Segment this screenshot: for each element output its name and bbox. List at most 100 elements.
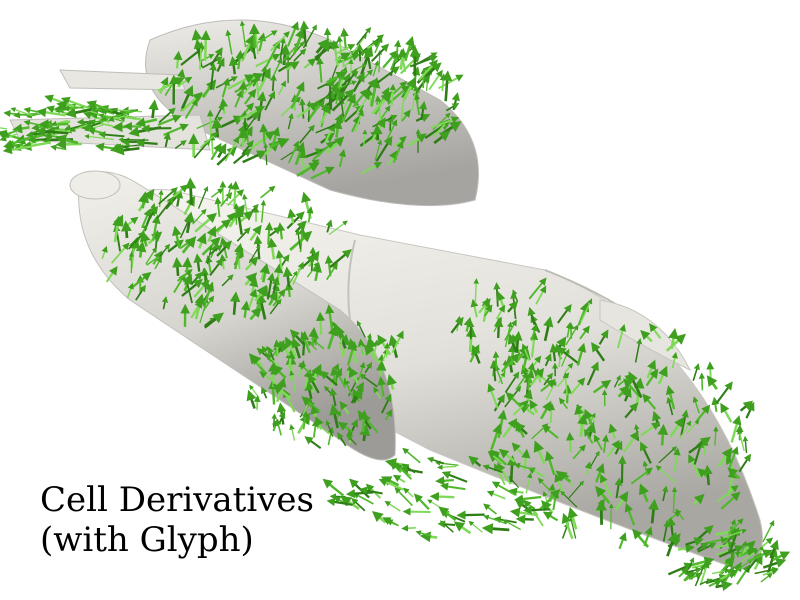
arrow-glyph [359, 373, 378, 388]
arrow-glyph [529, 399, 539, 414]
arrow-glyph [23, 106, 43, 114]
arrow-glyph [227, 74, 256, 90]
arrow-glyph [336, 44, 356, 55]
arrow-glyph [614, 477, 623, 499]
arrow-glyph [544, 353, 552, 367]
arrow-glyph [112, 107, 143, 113]
arrow-glyph [493, 282, 501, 307]
arrow-glyph [537, 477, 551, 492]
arrow-glyph [666, 396, 674, 416]
arrow-glyph [411, 85, 419, 111]
arrow-glyph [699, 578, 713, 586]
arrow-glyph [703, 464, 713, 486]
arrow-glyph [118, 137, 149, 142]
arrow-glyph [580, 298, 593, 323]
arrow-glyph [497, 371, 506, 384]
arrow-glyph [384, 500, 401, 512]
arrow-glyph [282, 266, 293, 288]
arrow-glyph [679, 420, 692, 439]
arrow-glyph [343, 377, 354, 398]
arrow-glyph [325, 262, 338, 281]
arrow-glyph [202, 295, 215, 312]
arrow-glyph [468, 455, 482, 467]
arrow-glyph [135, 117, 158, 128]
arrow-glyph [513, 462, 536, 471]
arrow-glyph [372, 60, 380, 77]
arrow-glyph [268, 290, 279, 306]
arrow-glyph [51, 119, 68, 126]
arrow-glyph [254, 284, 268, 302]
arrow-glyph [507, 333, 518, 352]
arrow-glyph [131, 271, 152, 288]
arrow-glyph [564, 362, 574, 373]
arrow-glyph [176, 269, 193, 282]
arrow-glyph [493, 317, 504, 338]
arrow-glyph [576, 342, 587, 366]
arrow-glyph [521, 349, 531, 371]
arrow-glyph [173, 50, 183, 69]
arrow-glyph [204, 317, 216, 327]
arrow-glyph [425, 62, 442, 77]
arrow-glyph [561, 521, 570, 539]
arrow-glyph [86, 100, 114, 113]
arrow-glyph [210, 142, 222, 161]
arrow-glyph [181, 278, 203, 297]
gradient-glyphs [0, 20, 791, 591]
arrow-glyph [145, 246, 157, 265]
arrow-glyph [130, 242, 137, 269]
arrow-glyph [728, 518, 744, 534]
arrow-glyph [261, 386, 268, 399]
arrow-glyph [257, 32, 266, 52]
arrow-glyph [316, 56, 324, 83]
arrow-glyph [163, 131, 171, 148]
arrow-glyph [270, 73, 277, 92]
arrow-glyph [197, 41, 205, 70]
arrow-glyph [375, 135, 393, 162]
arrow-glyph [273, 339, 281, 358]
arrow-glyph [279, 43, 291, 66]
arrow-glyph [87, 127, 103, 135]
arrow-glyph [88, 119, 114, 127]
arrow-glyph [381, 393, 392, 414]
arrow-glyph [304, 436, 322, 450]
arrow-glyph [180, 85, 194, 110]
arrow-glyph [722, 528, 747, 539]
arrow-glyph [269, 298, 282, 315]
arrow-glyph [727, 467, 741, 480]
arrow-glyph [158, 189, 164, 208]
arrow-glyph [351, 115, 361, 133]
arrow-glyph [315, 41, 331, 62]
arrow-glyph [268, 379, 278, 405]
arrow-glyph [628, 371, 643, 399]
arrow-glyph [264, 90, 276, 111]
arrow-glyph [277, 61, 295, 73]
arrow-glyph [10, 107, 33, 117]
arrow-glyph [322, 478, 345, 497]
arrow-glyph [715, 580, 733, 591]
arrow-glyph [244, 272, 258, 286]
arrow-glyph [234, 89, 244, 108]
arrow-glyph [208, 133, 216, 155]
arrow-glyph [249, 224, 262, 242]
arrow-glyph [340, 52, 347, 68]
arrow-glyph [398, 49, 407, 72]
arrow-glyph [395, 463, 413, 480]
arrow-glyph [438, 74, 464, 90]
arrow-glyph [496, 462, 512, 485]
arrow-glyph [298, 98, 306, 119]
arrow-glyph [249, 384, 260, 399]
arrow-glyph [84, 121, 101, 130]
arrow-glyph [542, 511, 559, 522]
arrow-glyph [658, 446, 678, 464]
arrow-glyph [394, 39, 402, 63]
arrow-glyph [135, 138, 158, 148]
arrow-glyph [529, 331, 539, 358]
arrow-glyph [642, 460, 649, 476]
arrow-glyph [632, 528, 650, 548]
arrow-glyph [336, 69, 345, 89]
arrow-glyph [286, 21, 299, 47]
arrow-glyph [356, 43, 364, 62]
arrow-glyph [376, 360, 387, 376]
arrow-glyph [372, 124, 383, 141]
arrow-glyph [267, 237, 278, 260]
